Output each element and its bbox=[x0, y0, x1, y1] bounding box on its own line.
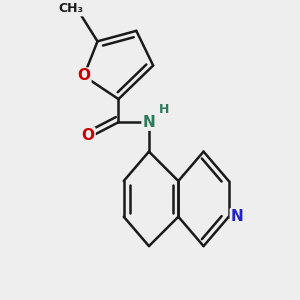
Text: O: O bbox=[77, 68, 90, 83]
Text: H: H bbox=[158, 103, 169, 116]
Text: N: N bbox=[231, 209, 244, 224]
Text: O: O bbox=[82, 128, 94, 143]
Text: CH₃: CH₃ bbox=[59, 2, 84, 15]
Text: N: N bbox=[142, 115, 155, 130]
